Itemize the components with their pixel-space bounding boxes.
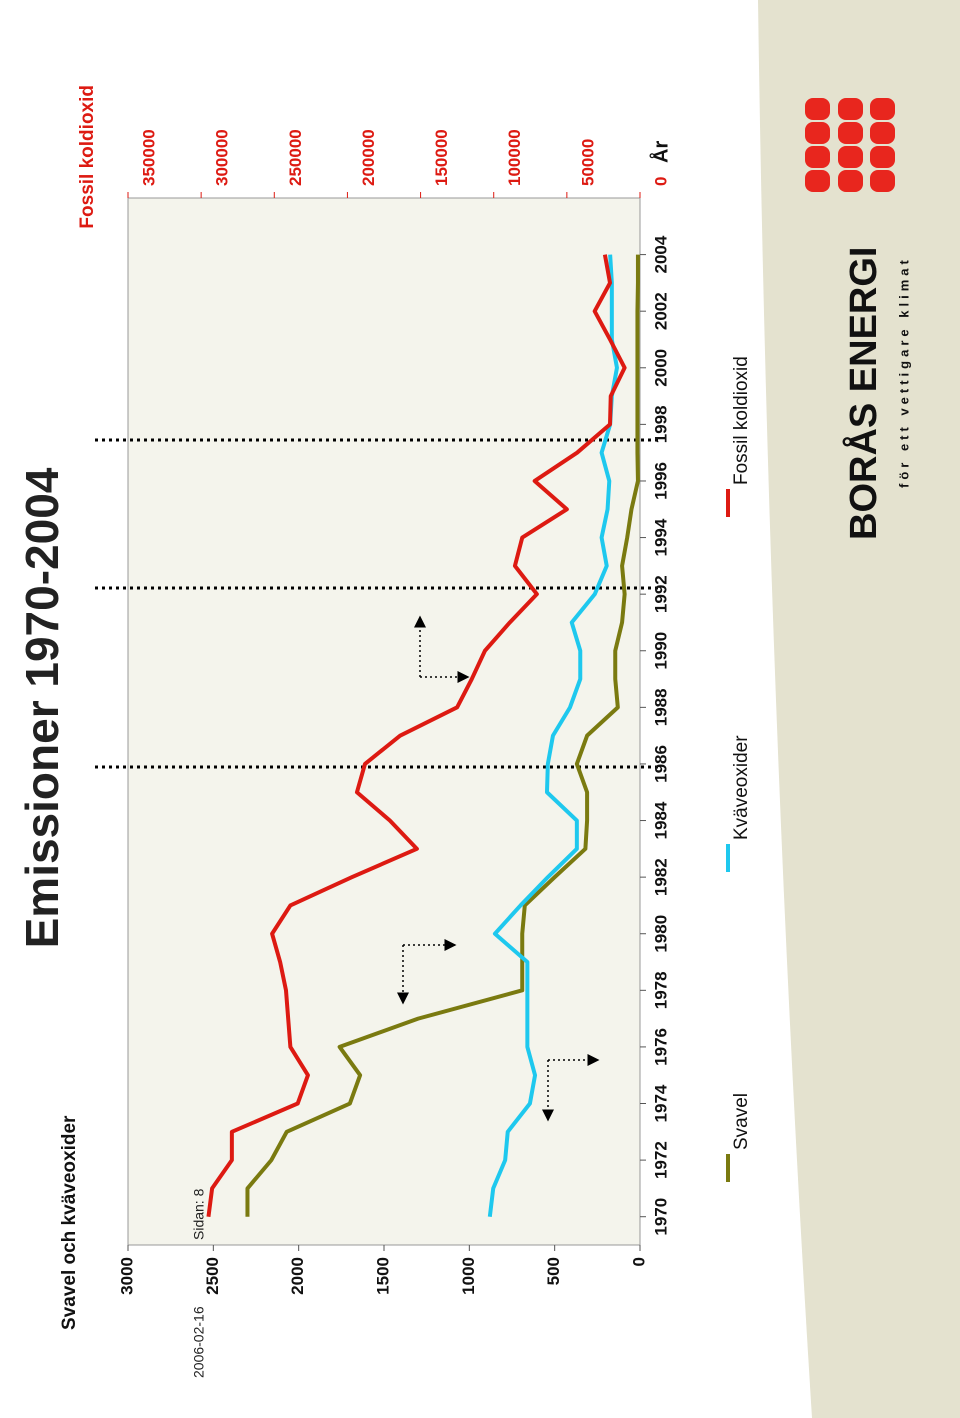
y-tick-label: 2000 bbox=[288, 1257, 307, 1295]
x-tick-label: 2000 bbox=[651, 349, 670, 387]
x-tick-label: 1978 bbox=[651, 971, 670, 1009]
y2-tick-label: 200000 bbox=[359, 129, 378, 186]
y2-tick-label: 350000 bbox=[139, 129, 158, 186]
footer-page: Sidan: 8 bbox=[191, 1188, 207, 1240]
y-tick-label: 1500 bbox=[373, 1257, 392, 1295]
y-tick-label: 3000 bbox=[117, 1257, 136, 1295]
y-axis-title: Svavel och kväveoxider bbox=[59, 1115, 80, 1330]
x-tick-label: 1974 bbox=[651, 1084, 670, 1122]
x-tick-label: 1992 bbox=[651, 575, 670, 613]
y2-tick-label: 150000 bbox=[432, 129, 451, 186]
footer-date: 2006-02-16 bbox=[191, 1306, 207, 1378]
y-tick-label: 2500 bbox=[203, 1257, 222, 1295]
logo-mark bbox=[805, 98, 895, 192]
y2-axis-title: Fossil koldioxid bbox=[77, 85, 98, 229]
logo-name: BORÅS ENERGI bbox=[841, 247, 885, 540]
arrows bbox=[397, 615, 600, 1122]
x-tick-label: 1986 bbox=[651, 745, 670, 783]
x-tick-label: 2004 bbox=[651, 235, 670, 273]
markers bbox=[95, 438, 660, 769]
y2-tick-label: 0 bbox=[651, 177, 670, 186]
logo-tagline: för ett vettigare klimat bbox=[896, 256, 911, 488]
y-tick-label: 0 bbox=[629, 1257, 648, 1266]
logo-background bbox=[758, 0, 960, 1418]
legend-label: Kväveoxider bbox=[731, 735, 752, 840]
chart-title: Emissioner 1970-2004 bbox=[16, 467, 68, 948]
y-tick-label: 1000 bbox=[459, 1257, 478, 1295]
x-tick-label: 1976 bbox=[651, 1028, 670, 1066]
x-axis-title: År bbox=[648, 141, 672, 163]
series-line bbox=[206, 254, 627, 1217]
x-tick-label: 1970 bbox=[651, 1198, 670, 1236]
x-tick-label: 1998 bbox=[651, 405, 670, 443]
x-tick-label: 1982 bbox=[651, 858, 670, 896]
legend-label: Svavel bbox=[731, 1093, 752, 1150]
x-tick-label: 1988 bbox=[651, 688, 670, 726]
x-tick-label: 1990 bbox=[651, 632, 670, 670]
legend-label: Fossil koldioxid bbox=[731, 356, 752, 485]
x-tick-label: 1984 bbox=[651, 801, 670, 839]
y2-tick-label: 50000 bbox=[578, 139, 597, 186]
x-tick-label: 1980 bbox=[651, 915, 670, 953]
x-tick-label: 2002 bbox=[651, 292, 670, 330]
y2-tick-label: 250000 bbox=[286, 129, 305, 186]
x-tick-label: 1996 bbox=[651, 462, 670, 500]
x-tick-label: 1972 bbox=[651, 1141, 670, 1179]
series-line bbox=[245, 254, 640, 1217]
y-tick-label: 500 bbox=[544, 1257, 563, 1285]
y2-tick-label: 300000 bbox=[213, 129, 232, 186]
x-tick-label: 1994 bbox=[651, 518, 670, 556]
y2-tick-label: 100000 bbox=[505, 129, 524, 186]
